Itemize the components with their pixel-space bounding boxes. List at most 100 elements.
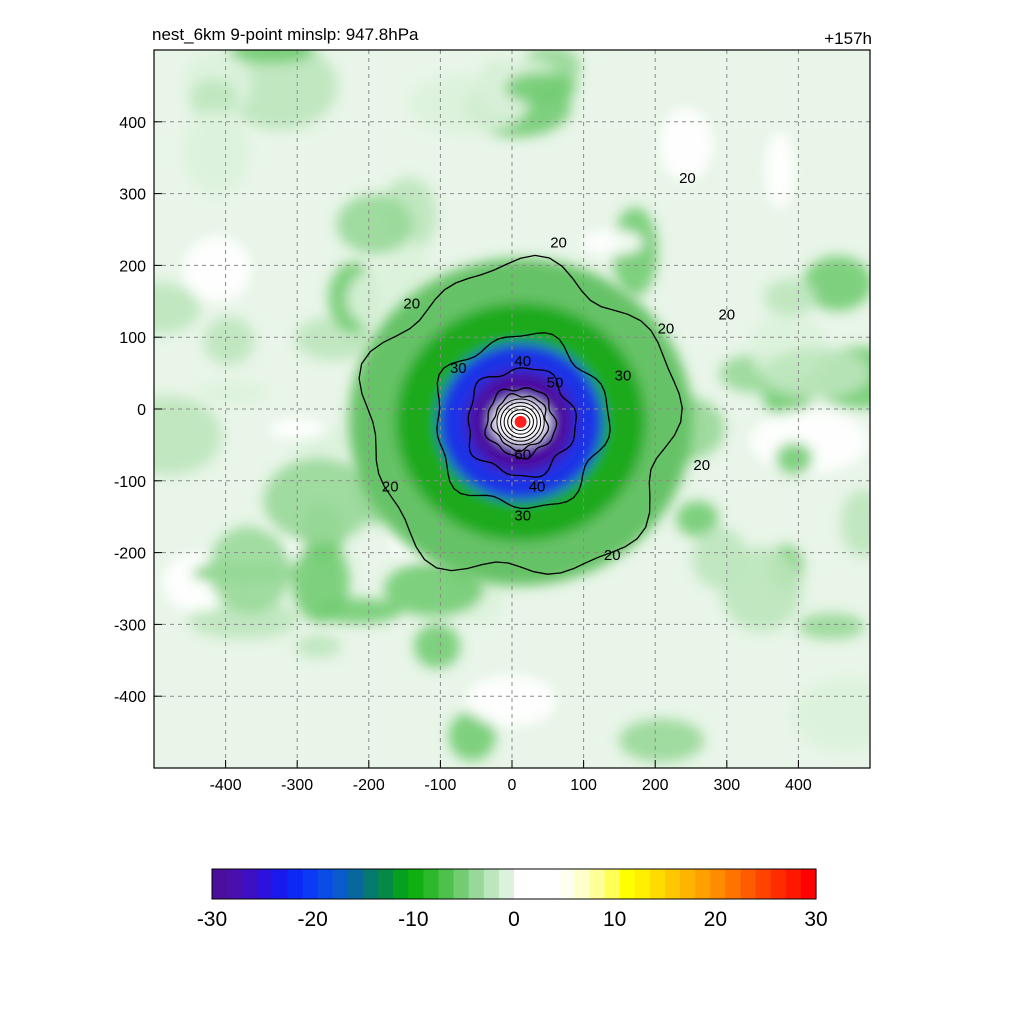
colorbar-swatch: [604, 869, 621, 899]
shading-patch: [291, 539, 350, 624]
colorbar-swatch: [378, 869, 394, 899]
colorbar-swatch: [363, 869, 379, 899]
shading-patch: [448, 711, 496, 761]
shading-patch: [188, 600, 299, 639]
plot-area: 20 20 20 20 20 20 20 20 30 30 30 40 40 50 60: [154, 50, 870, 768]
shading-patch: [384, 561, 485, 617]
contour-line: [490, 393, 550, 453]
colorbar-swatch: [302, 869, 319, 899]
colorbar-tick-label: 30: [804, 908, 827, 931]
x-tick-label: -300: [281, 777, 313, 794]
y-tick-label: 400: [119, 115, 146, 132]
colorbar-swatch: [755, 869, 772, 899]
contour-label: 20: [604, 547, 621, 564]
colorbar-swatch: [393, 869, 409, 899]
contour-label: 30: [450, 360, 467, 377]
inner-contour: [503, 405, 538, 439]
contour-label: 40: [514, 353, 531, 370]
colorbar-swatch: [212, 869, 228, 899]
colorbar-swatch: [649, 869, 666, 899]
shading-patch: [204, 317, 255, 365]
contour-label: 30: [514, 507, 531, 524]
shading-patch: [465, 674, 557, 727]
colorbar-swatch: [408, 869, 424, 899]
colorbar-tick-label: 20: [704, 908, 727, 931]
contour-line: [467, 367, 577, 478]
inner-contour: [510, 412, 531, 432]
x-tick-label: 100: [570, 777, 597, 794]
shading-patch: [336, 194, 414, 255]
colorbar-swatch: [317, 869, 334, 899]
colorbar-swatch: [227, 869, 243, 899]
colorbar-swatch: [544, 869, 560, 899]
colorbar-swatch: [498, 869, 515, 899]
inner-contour: [496, 398, 545, 446]
colorbar-swatch: [453, 869, 470, 899]
contour-lines: [358, 254, 683, 575]
colorbar-swatch: [347, 869, 364, 899]
colorbar-swatch: [710, 869, 726, 899]
shading-patch: [228, 50, 315, 64]
shading-patch: [612, 207, 658, 297]
y-tick-label: 200: [119, 258, 146, 275]
colorbar-swatch: [740, 869, 757, 899]
colorbar-tick-label: -20: [297, 908, 327, 931]
colorbar-swatch: [438, 869, 455, 899]
shading-patch: [189, 78, 237, 120]
colorbar-tick-label: -30: [197, 908, 227, 931]
contour-label: 60: [514, 446, 531, 463]
x-tick-label: 0: [508, 777, 517, 794]
y-tick-label: -400: [114, 689, 146, 706]
colorbar-tick-label: -10: [398, 908, 428, 931]
contour-label: 20: [550, 234, 567, 251]
y-axis-ticks: 400 300 200 100 0 -100 -200 -300 -400: [114, 115, 162, 706]
contour-line: [484, 387, 558, 460]
colorbar-swatch: [619, 869, 636, 899]
colorbar-swatch: [680, 869, 696, 899]
colorbar-swatch: [242, 869, 258, 899]
y-tick-label: -300: [114, 617, 146, 634]
colorbar-swatch: [423, 869, 440, 899]
contour-label: 20: [403, 295, 420, 312]
contour-line: [358, 254, 683, 575]
x-tick-label: -400: [210, 777, 242, 794]
x-tick-label: -200: [353, 777, 385, 794]
shading-patch: [208, 526, 292, 614]
shading-patch: [410, 74, 528, 134]
storm-center-marker: [514, 415, 527, 428]
y-tick-label: -200: [114, 546, 146, 563]
colorbar: [211, 868, 817, 900]
shading-patch: [763, 278, 817, 316]
contour-label: 20: [658, 321, 675, 338]
colorbar-tick-label: 10: [603, 908, 626, 931]
colorbar-swatch: [785, 869, 802, 899]
shading-patch: [762, 347, 870, 399]
colorbar-swatch: [468, 869, 485, 899]
colorbar-swatch: [725, 869, 742, 899]
shading-patch: [775, 442, 814, 474]
shading-patch: [580, 229, 643, 256]
colorbar-swatch: [529, 869, 545, 899]
contour-label: 20: [718, 306, 735, 323]
shading-patch: [184, 109, 249, 194]
x-tick-label: 200: [642, 777, 669, 794]
colorbar-swatch: [589, 869, 606, 899]
colorbar-swatch: [287, 869, 304, 899]
contour-label: 20: [679, 170, 696, 187]
contour-labels: 20 20 20 20 20 20 20 20 30 30 30 40 40 50 60: [382, 170, 735, 564]
colorbar-tick-label: 0: [508, 908, 520, 931]
shading-patch: [414, 624, 461, 669]
shading-patch: [797, 613, 865, 640]
contour-label: 50: [547, 374, 564, 391]
y-tick-label: 100: [119, 330, 146, 347]
x-tick-label: -100: [424, 777, 456, 794]
colorbar-swatch: [272, 869, 289, 899]
shading-patch: [198, 382, 266, 404]
inner-contour: [500, 402, 542, 442]
shading-patch: [222, 50, 338, 130]
colorbar-swatch: [634, 869, 651, 899]
shading-patch: [505, 72, 577, 104]
shading-patch: [295, 635, 342, 658]
colorbar-swatch: [514, 869, 530, 899]
